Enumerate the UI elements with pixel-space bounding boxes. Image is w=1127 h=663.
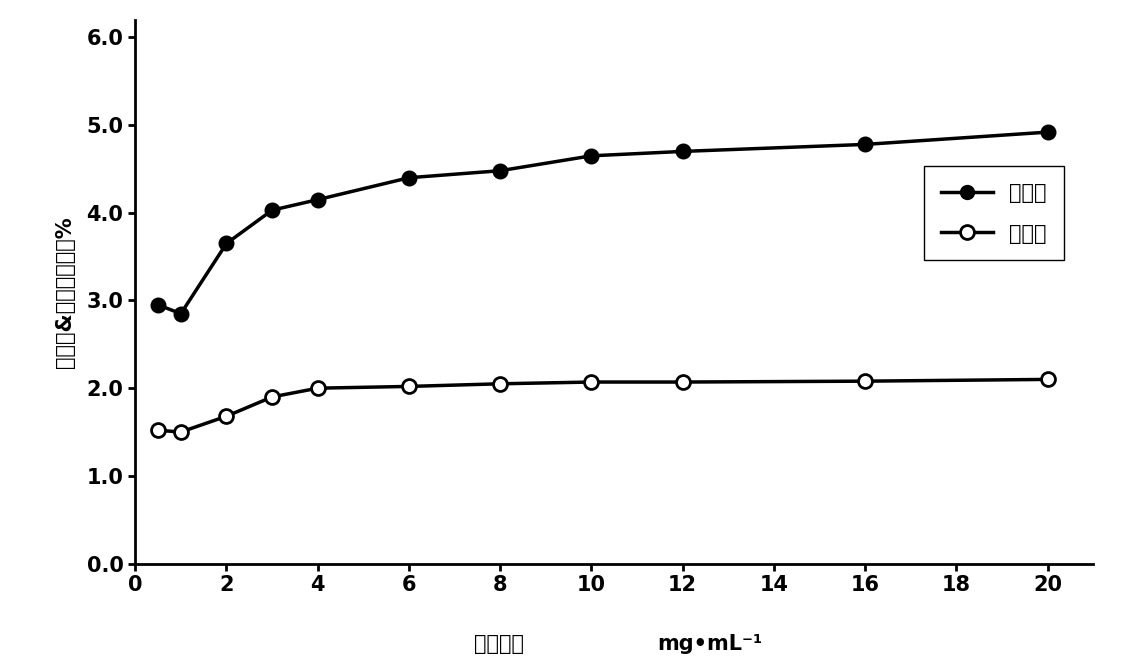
Text: 蛋白浓度: 蛋白浓度: [474, 634, 524, 654]
Y-axis label: 多聚体&二聚体峰面积%: 多聚体&二聚体峰面积%: [55, 216, 76, 367]
Legend: 多聚体, 二聚体: 多聚体, 二聚体: [924, 166, 1064, 261]
Text: mg•mL⁻¹: mg•mL⁻¹: [657, 634, 763, 654]
